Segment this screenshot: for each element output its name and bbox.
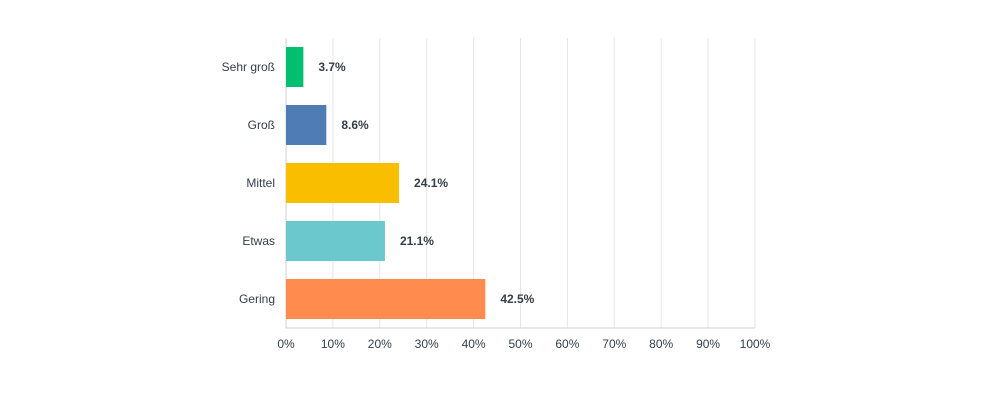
x-axis-ticks: 0% 10% 20% 30% 40% 50% 60% 70% 80% 90% 100% [277, 337, 770, 351]
value-label-4: 42.5% [500, 292, 534, 306]
value-label-2: 24.1% [414, 176, 448, 190]
category-label-4: Gering [239, 292, 275, 306]
tick-label-90: 90% [696, 337, 720, 351]
bar-3 [286, 221, 385, 261]
tick-label-70: 70% [602, 337, 626, 351]
tick-label-50: 50% [508, 337, 532, 351]
tick-label-0: 0% [277, 337, 295, 351]
bar-4 [286, 279, 486, 319]
bar-2 [286, 163, 400, 203]
bar-0 [286, 47, 304, 87]
category-label-0: Sehr groß [222, 60, 275, 74]
labels: Sehr groß 3.7% Groß 8.6% Mittel 24.1% Etwas 21.… [222, 60, 535, 306]
tick-label-30: 30% [415, 337, 439, 351]
category-label-2: Mittel [246, 176, 275, 190]
category-label-3: Etwas [242, 234, 275, 248]
value-label-0: 3.7% [318, 60, 346, 74]
tick-label-100: 100% [740, 337, 771, 351]
tick-label-10: 10% [321, 337, 345, 351]
tick-label-60: 60% [555, 337, 579, 351]
value-label-1: 8.6% [341, 118, 369, 132]
bars [286, 47, 486, 319]
tick-label-20: 20% [368, 337, 392, 351]
tick-label-40: 40% [462, 337, 486, 351]
category-label-1: Groß [248, 118, 275, 132]
tick-label-80: 80% [649, 337, 673, 351]
value-label-3: 21.1% [400, 234, 434, 248]
bar-1 [286, 105, 327, 145]
